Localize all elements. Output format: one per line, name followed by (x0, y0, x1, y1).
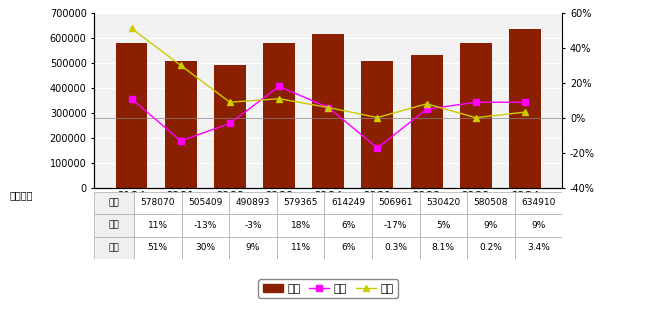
Bar (312, 34, 344, 188)
Text: 9%: 9% (484, 221, 498, 230)
Text: 6%: 6% (341, 221, 356, 230)
Text: 9%: 9% (246, 243, 260, 252)
Bar (419, 192, 467, 214)
Text: 同比: 同比 (109, 243, 120, 252)
Bar (419, 214, 467, 236)
Text: 490893: 490893 (236, 198, 270, 207)
Text: -17%: -17% (384, 221, 408, 230)
Text: 30%: 30% (196, 243, 215, 252)
Text: 11%: 11% (148, 221, 168, 230)
Bar (324, 236, 372, 259)
Text: 506961: 506961 (378, 198, 413, 207)
Text: 578070: 578070 (140, 198, 175, 207)
Text: 634910: 634910 (521, 198, 556, 207)
Text: 579365: 579365 (283, 198, 318, 207)
Bar (277, 236, 324, 259)
Text: 收入: 收入 (109, 198, 120, 207)
Bar (277, 214, 324, 236)
Text: 0.3%: 0.3% (384, 243, 407, 252)
Bar (467, 236, 515, 259)
Legend: 收入, 环比, 同比: 收入, 环比, 同比 (259, 279, 398, 298)
Text: 505409: 505409 (188, 198, 222, 207)
Bar (324, 214, 372, 236)
Bar (263, 43, 295, 188)
Text: 9%: 9% (531, 221, 545, 230)
Bar (515, 214, 562, 236)
Bar (116, 43, 148, 188)
Bar (164, 62, 197, 188)
Bar (372, 192, 419, 214)
Text: -3%: -3% (244, 221, 262, 230)
Bar (181, 192, 229, 214)
Bar (372, 214, 419, 236)
Bar (509, 29, 541, 188)
Bar (94, 236, 134, 259)
Bar (411, 55, 443, 188)
Bar (94, 214, 134, 236)
Bar (460, 43, 492, 188)
Text: 614249: 614249 (331, 198, 365, 207)
Text: 5%: 5% (436, 221, 450, 230)
Text: 环比: 环比 (109, 221, 120, 230)
Bar (229, 214, 277, 236)
Bar (277, 192, 324, 214)
Text: 11%: 11% (291, 243, 311, 252)
Bar (324, 192, 372, 214)
Bar (515, 192, 562, 214)
Text: 18%: 18% (291, 221, 311, 230)
Bar (94, 192, 134, 214)
Bar (372, 236, 419, 259)
Text: 580508: 580508 (474, 198, 508, 207)
Text: 8.1%: 8.1% (432, 243, 455, 252)
Bar (181, 236, 229, 259)
Bar (419, 236, 467, 259)
Bar (214, 65, 246, 188)
Bar (467, 214, 515, 236)
Bar (181, 214, 229, 236)
Text: -13%: -13% (194, 221, 217, 230)
Bar (515, 236, 562, 259)
Text: 530420: 530420 (426, 198, 460, 207)
Bar (467, 192, 515, 214)
Text: 3.4%: 3.4% (527, 243, 550, 252)
Bar (134, 214, 181, 236)
Bar (229, 192, 277, 214)
Bar (134, 192, 181, 214)
Bar (229, 236, 277, 259)
Bar (134, 236, 181, 259)
Text: 0.2%: 0.2% (480, 243, 502, 252)
Text: （万元）: （万元） (10, 190, 33, 200)
Bar (361, 61, 393, 188)
Text: 6%: 6% (341, 243, 356, 252)
Text: 51%: 51% (148, 243, 168, 252)
